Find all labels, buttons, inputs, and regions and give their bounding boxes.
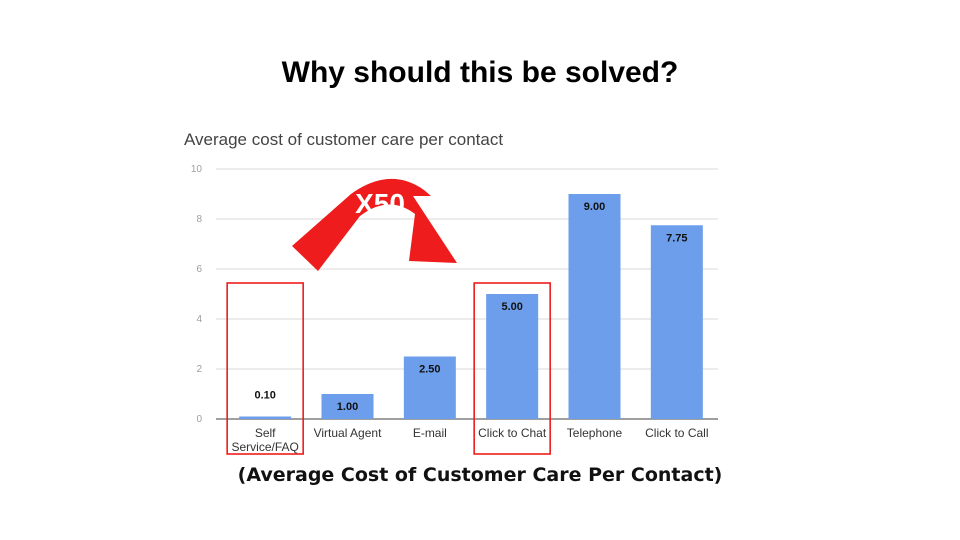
slide-title: Why should this be solved? (281, 56, 679, 89)
highlight-box (226, 282, 304, 455)
chart-title: Average cost of customer care per contac… (184, 130, 503, 149)
highlight-box (473, 282, 551, 455)
data-label: 5.00 (501, 301, 522, 313)
data-label: 7.75 (666, 232, 687, 244)
x-tick-label: Click to Call (645, 426, 708, 440)
data-label: 0.10 (254, 390, 275, 402)
x-tick-label: Service/FAQ (231, 440, 298, 454)
bar (568, 194, 621, 419)
multiplier-label: X50 (355, 188, 405, 219)
bar (650, 225, 703, 419)
y-tick-label: 0 (196, 414, 202, 425)
bar (239, 416, 292, 419)
chart-caption: (Average Cost of Customer Care Per Conta… (237, 464, 723, 486)
data-label: 9.00 (584, 201, 605, 213)
y-tick-label: 8 (196, 214, 202, 225)
bar (403, 356, 456, 419)
bar (486, 294, 539, 419)
y-tick-label: 6 (196, 264, 202, 275)
y-tick-label: 10 (191, 164, 203, 175)
bar (321, 394, 374, 419)
data-label: 2.50 (419, 364, 440, 376)
grid-layer (216, 168, 718, 420)
label-layer: Average cost of customer care per contac… (184, 130, 709, 454)
x-tick-label: Virtual Agent (314, 426, 382, 440)
curved-arrow-icon (292, 178, 457, 271)
x-tick-label: Click to Chat (478, 426, 547, 440)
x-tick-label: Telephone (567, 426, 623, 440)
y-tick-label: 2 (196, 364, 202, 375)
data-label: 1.00 (337, 401, 358, 413)
bar-layer (239, 194, 703, 419)
annotation-layer: X50 (226, 178, 551, 455)
y-tick-label: 4 (196, 314, 202, 325)
x-tick-label: Self (255, 426, 276, 440)
x-tick-label: E-mail (413, 426, 447, 440)
